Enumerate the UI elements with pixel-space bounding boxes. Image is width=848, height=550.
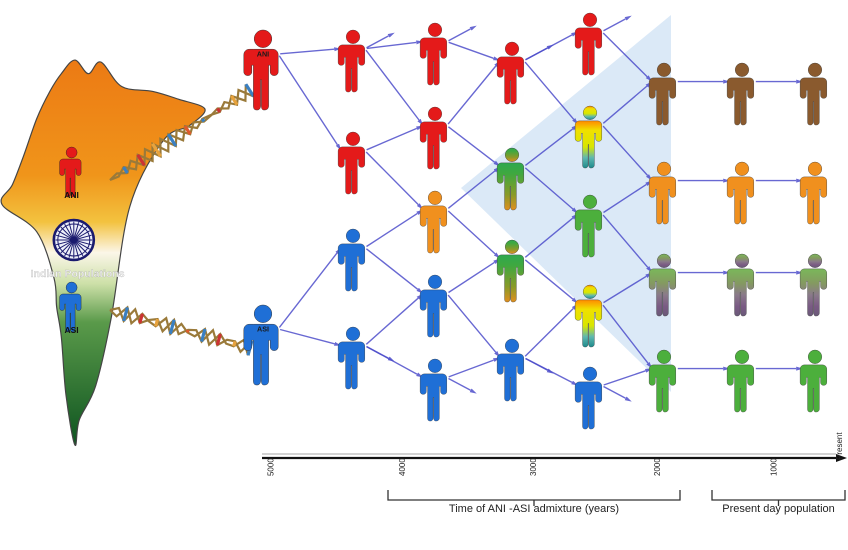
svg-text:ASI: ASI bbox=[257, 324, 269, 333]
svg-text:2000: 2000 bbox=[653, 458, 662, 476]
svg-text:1000: 1000 bbox=[770, 458, 779, 476]
svg-text:4000: 4000 bbox=[398, 458, 407, 476]
svg-text:3000: 3000 bbox=[529, 458, 538, 476]
svg-text:Time of ANI -ASI admixture (y: Time of ANI -ASI admixture (years) bbox=[449, 503, 619, 515]
svg-text:Present day population: Present day population bbox=[722, 503, 835, 515]
svg-text:ASI: ASI bbox=[65, 325, 79, 335]
svg-text:ANI: ANI bbox=[257, 49, 269, 58]
svg-text:Indian Populations: Indian Populations bbox=[31, 268, 125, 280]
svg-text:Present: Present bbox=[835, 432, 844, 460]
svg-text:5000: 5000 bbox=[267, 458, 276, 476]
svg-text:ANI: ANI bbox=[64, 190, 79, 200]
